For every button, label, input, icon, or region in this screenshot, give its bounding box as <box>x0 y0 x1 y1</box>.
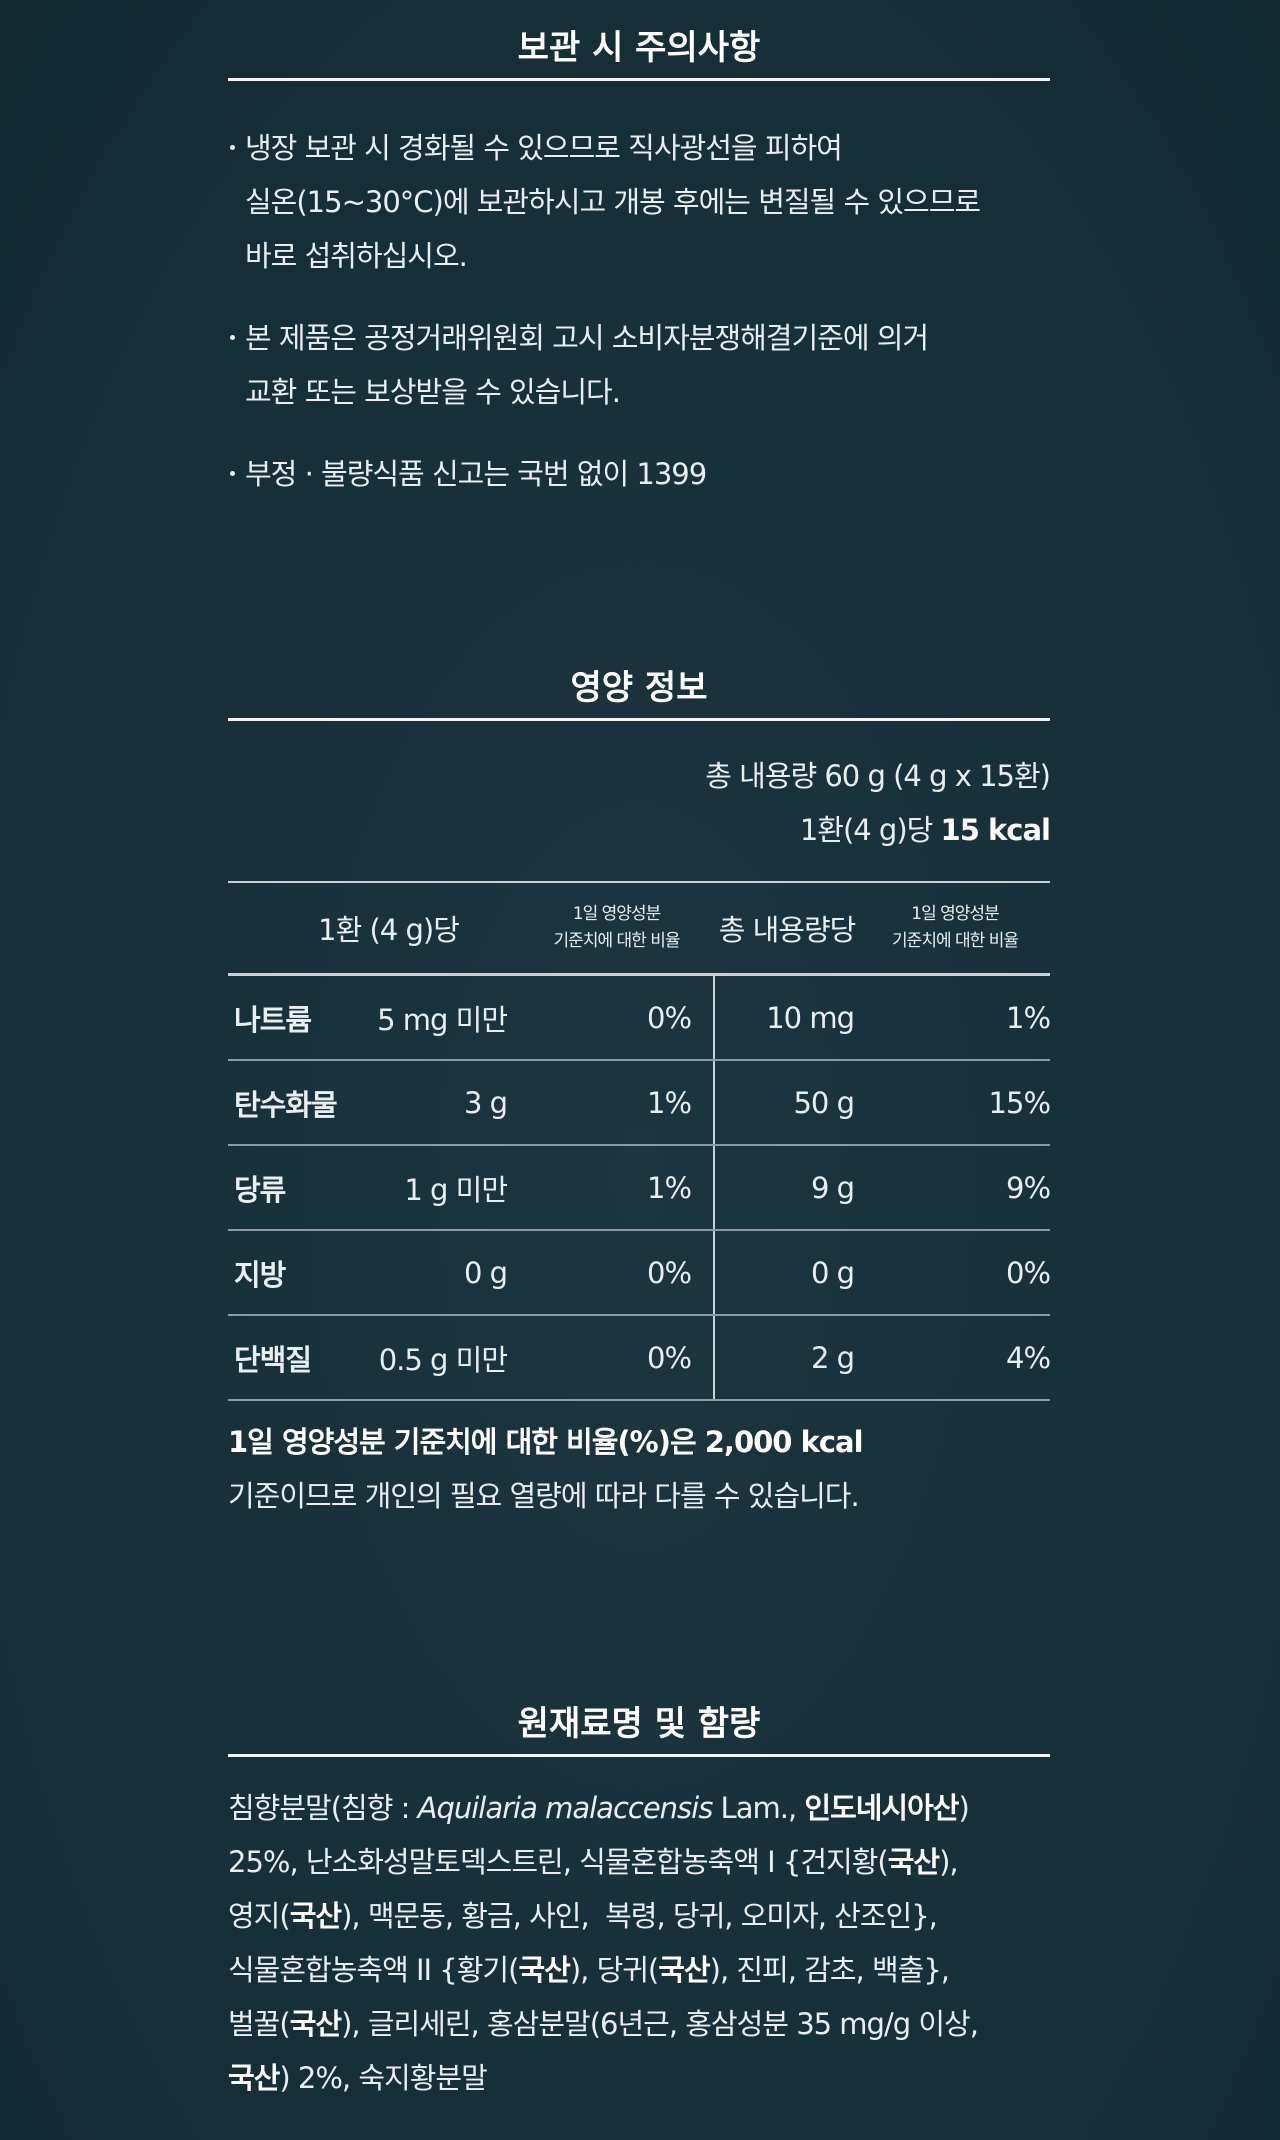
text-segment: 15 kcal <box>940 813 1051 847</box>
item-line: 부정 · 불량식품 신고는 국번 없이 1399 <box>245 457 707 491</box>
table-cell: 탄수화물 <box>228 1060 348 1146</box>
nutrition-table: 1환 (4 g)당 1일 영양성분 기준치에 대한 비율 총 내용량당 1일 영양성분 기… <box>228 881 1051 1401</box>
text-segment: 국산 <box>518 1953 570 1987</box>
table-cell: 50 g <box>714 1060 861 1146</box>
note-line: 기준이므로 개인의 필요 열량에 따라 다를 수 있습니다. <box>228 1469 1050 1523</box>
table-cell: 3 g <box>348 1060 520 1146</box>
ingredient-line: 영지(국산), 맥문동, 황금, 사인, 복령, 당귀, 오미자, 산조인}, <box>228 1889 1050 1943</box>
table-row: 단백질 0.5 g 미만 0% 2 g 4% <box>228 1315 1051 1401</box>
table-row: 탄수화물 3 g 1% 50 g 15% <box>228 1060 1051 1146</box>
table-cell: 나트륨 <box>228 974 348 1061</box>
table-cell: 15% <box>860 1060 1051 1146</box>
text-segment: 인도네시아산 <box>804 1791 959 1825</box>
table-cell: 0 g <box>348 1230 520 1316</box>
table-cell: 0 g <box>714 1230 861 1316</box>
table-cell: 4% <box>860 1315 1051 1401</box>
text-segment: 25%, 난소화성말토덱스트린, 식물혼합농축액 Ⅰ {건지황( <box>228 1845 889 1879</box>
ingredients-text: 침향분말(침향 : Aquilaria malaccensis Lam., 인도… <box>228 1781 1050 2105</box>
text-segment: ), 진피, 감초, 백출}, <box>709 1953 950 1987</box>
text-segment: 영지( <box>228 1899 291 1933</box>
section-title: 영양 정보 <box>228 658 1050 721</box>
text-segment: ), 맥문동, 황금, 사인, 복령, 당귀, 오미자, 산조인}, <box>341 1899 938 1933</box>
text-segment: 국산 <box>289 2007 342 2041</box>
table-cell: 0% <box>519 1230 716 1316</box>
header-line: 기준치에 대한 비율 <box>553 931 681 951</box>
table-cell: 5 mg 미만 <box>348 974 520 1061</box>
text-segment: 벌꿀( <box>228 2007 291 2041</box>
nutrition-note: 1일 영양성분 기준치에 대한 비율(%)은 2,000 kcal 기준이므로 개… <box>228 1415 1050 1523</box>
table-cell: 지방 <box>228 1230 348 1316</box>
text-segment: 국산 <box>658 1953 710 1987</box>
text-segment: 국산 <box>887 1845 940 1879</box>
table-row: 나트륨 5 mg 미만 0% 10 mg 1% <box>228 974 1051 1061</box>
text-segment: ) 2%, 숙지황분말 <box>279 2061 487 2095</box>
ingredient-line: 침향분말(침향 : Aquilaria malaccensis Lam., 인도… <box>228 1781 1050 1835</box>
table-cell: 1% <box>519 1060 716 1146</box>
text-segment: 1일 영양성분 기준치에 대한 비율(%)은 2,000 kcal <box>228 1425 864 1459</box>
text-segment: 국산 <box>289 1899 342 1933</box>
table-cell: 10 mg <box>714 974 861 1061</box>
ingredient-line: 국산) 2%, 숙지황분말 <box>228 2051 1050 2105</box>
item-line: 바로 섭취하십시오. <box>245 239 468 273</box>
table-cell: 0% <box>519 1315 716 1401</box>
section-title: 보관 시 주의사항 <box>228 18 1050 81</box>
text-segment: ), 글리세린, 홍삼분말(6년근, 홍삼성분 35 mg/g 이상, <box>341 2007 979 2041</box>
item-line: 실온(15~30°C)에 보관하시고 개봉 후에는 변질될 수 있으므로 <box>245 185 981 219</box>
text-segment: 식물혼합농축액 II {황기( <box>228 1953 519 1987</box>
list-item: 부정 · 불량식품 신고는 국번 없이 1399 <box>228 447 1050 501</box>
header-line: 1일 영양성분 <box>911 904 999 924</box>
text-segment: 국산 <box>228 2061 280 2095</box>
table-cell: 단백질 <box>228 1315 348 1401</box>
table-cell: 1 g 미만 <box>348 1145 520 1231</box>
ingredient-line: 식물혼합농축액 II {황기(국산), 당귀(국산), 진피, 감초, 백출}, <box>228 1943 1050 1997</box>
text-segment: Aquilaria malaccensis <box>417 1791 714 1825</box>
text-segment: ), <box>939 1845 959 1879</box>
table-cell: 1% <box>519 1145 716 1231</box>
text-segment: ), 당귀( <box>569 1953 659 1987</box>
table-cell: 0% <box>860 1230 1051 1316</box>
text-segment: 기준이므로 개인의 필요 열량에 따라 다를 수 있습니다. <box>228 1479 860 1513</box>
table-cell: 1% <box>860 974 1051 1061</box>
text-segment: Lam., <box>712 1791 805 1825</box>
ingredients-section: 원재료명 및 함량 침향분말(침향 : Aquilaria malaccensi… <box>228 1694 1050 2105</box>
per-serving: 1환(4 g)당 15 kcal <box>228 803 1051 857</box>
text-segment: ) <box>958 1791 969 1825</box>
note-line: 1일 영양성분 기준치에 대한 비율(%)은 2,000 kcal <box>228 1415 1050 1469</box>
item-line: 냉장 보관 시 경화될 수 있으므로 직사광선을 피하여 <box>245 131 843 165</box>
header-line: 1일 영양성분 <box>572 904 661 924</box>
table-header: 1환 (4 g)당 1일 영양성분 기준치에 대한 비율 총 내용량당 1일 영양성분 기… <box>228 881 1051 976</box>
section-title: 원재료명 및 함량 <box>228 1694 1050 1757</box>
text-segment: 침향분말(침향 : <box>228 1791 418 1825</box>
table-cell: 9 g <box>714 1145 861 1231</box>
table-row: 당류 1 g 미만 1% 9 g 9% <box>228 1145 1051 1231</box>
header-cell: 총 내용량당 <box>714 881 861 976</box>
table-cell: 9% <box>860 1145 1051 1231</box>
table-cell: 당류 <box>228 1145 348 1231</box>
nutrition-section: 영양 정보 총 내용량 60 g (4 g x 15환) 1환(4 g)당 15… <box>228 658 1051 1523</box>
table-cell: 0.5 g 미만 <box>348 1315 520 1401</box>
item-line: 본 제품은 공정거래위원회 고시 소비자분쟁해결기준에 의거 <box>245 321 929 355</box>
ingredient-line: 벌꿀(국산), 글리세린, 홍삼분말(6년근, 홍삼성분 35 mg/g 이상, <box>228 1997 1050 2051</box>
total-amount: 총 내용량 60 g (4 g x 15환) <box>705 759 1051 793</box>
table-body: 나트륨 5 mg 미만 0% 10 mg 1% 탄수화물 3 g 1% 50 g 15% 당류 1 g… <box>228 974 1051 1401</box>
header-line: 기준치에 대한 비율 <box>892 931 1019 951</box>
ingredient-line: 25%, 난소화성말토덱스트린, 식물혼합농축액 Ⅰ {건지황(국산), <box>228 1835 1050 1889</box>
text-segment: 1환(4 g)당 <box>799 813 941 847</box>
item-line: 교환 또는 보상받을 수 있습니다. <box>245 375 621 409</box>
table-row: 지방 0 g 0% 0 g 0% <box>228 1230 1051 1316</box>
table-cell: 0% <box>519 974 716 1061</box>
header-cell: 1환 (4 g)당 <box>228 881 520 976</box>
table-cell: 2 g <box>714 1315 861 1401</box>
